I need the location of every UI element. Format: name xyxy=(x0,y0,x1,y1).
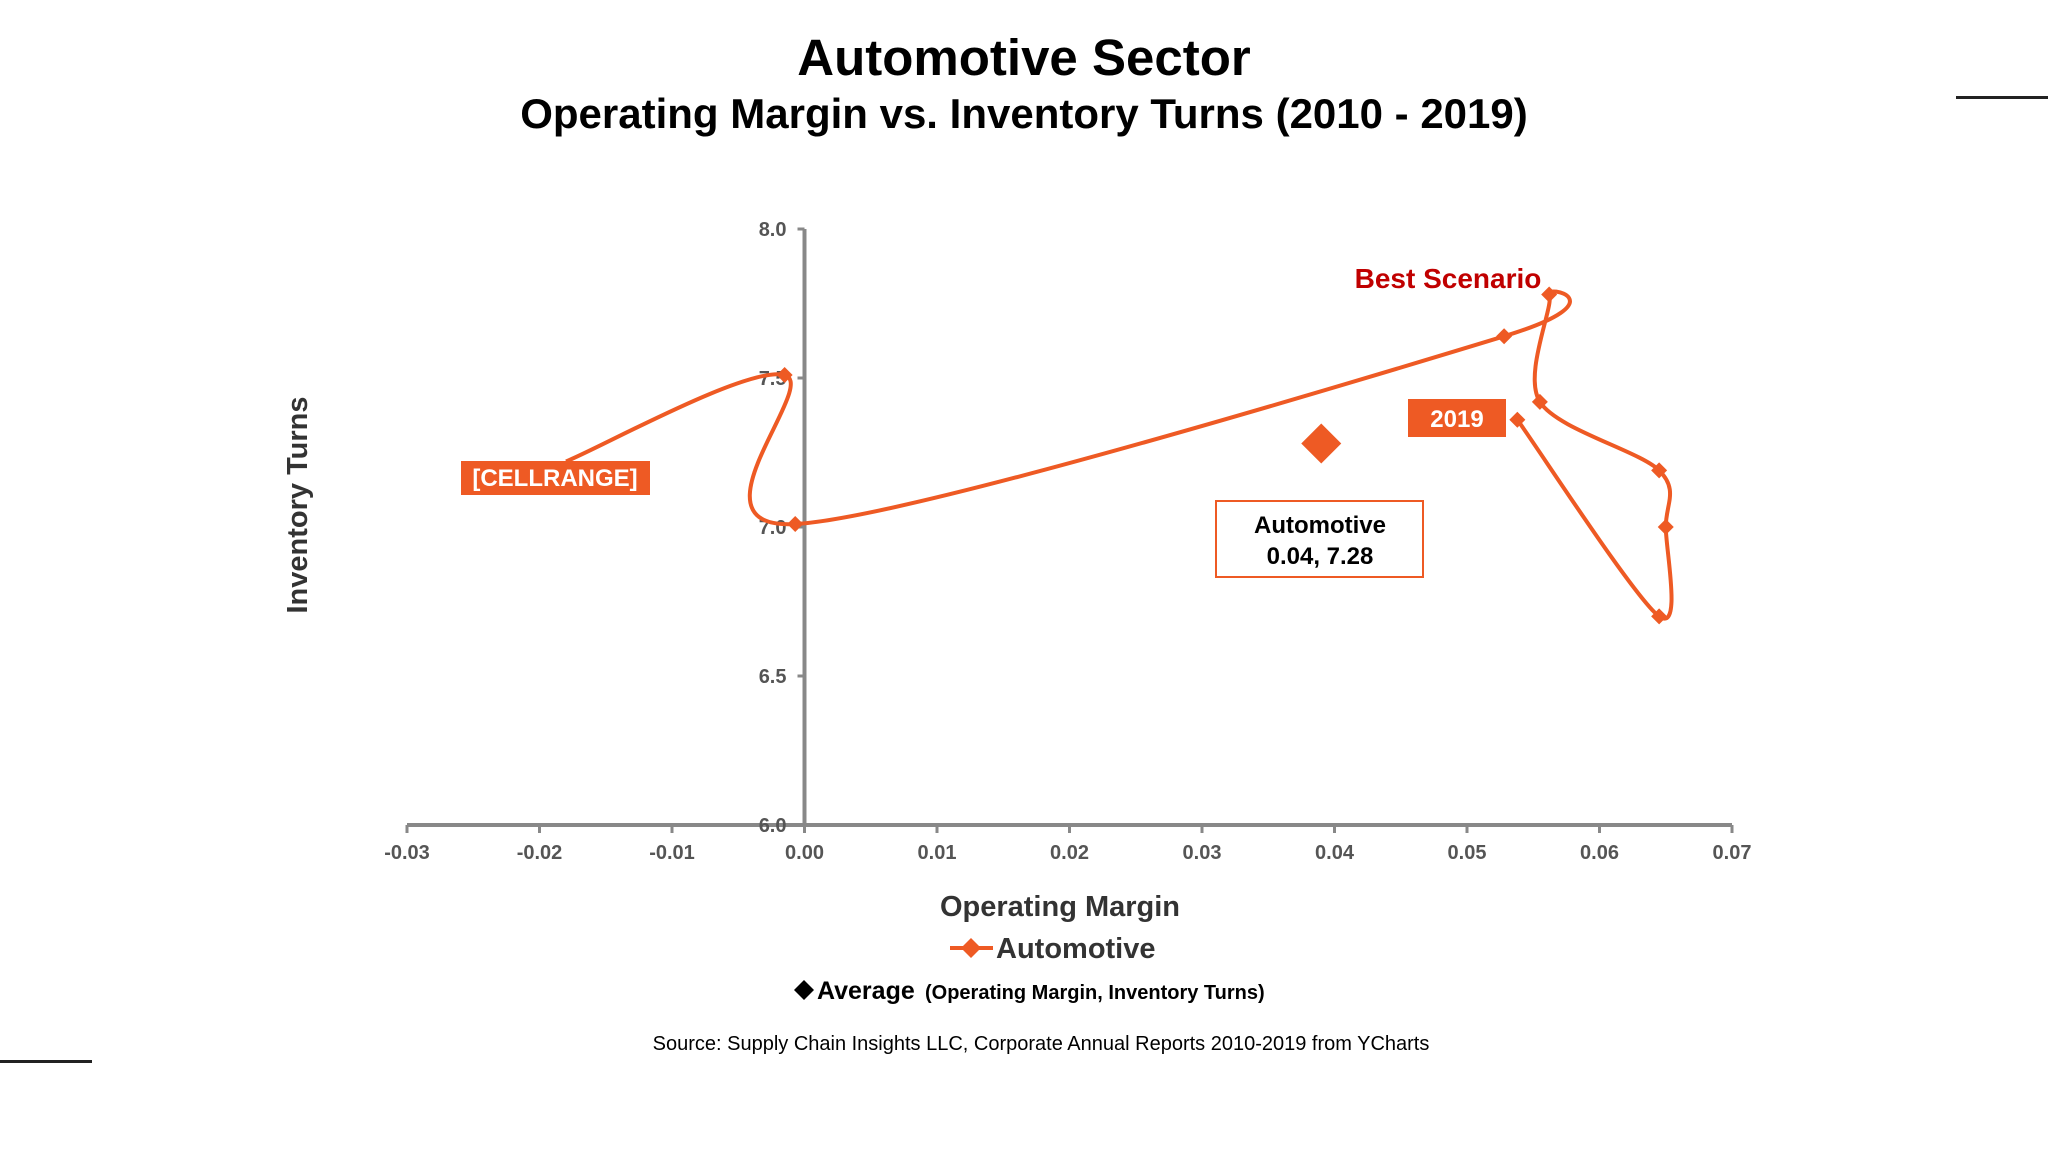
end-label: 2019 xyxy=(1430,406,1483,433)
average-callout-title: Automotive xyxy=(1254,512,1386,539)
data-point-marker xyxy=(1657,519,1674,535)
end-label-box xyxy=(1408,399,1506,437)
legend-average-marker xyxy=(794,980,814,1000)
top-right-rule xyxy=(1956,96,2048,99)
x-tick-label: 0.00 xyxy=(785,842,824,864)
x-axis-title: Operating Margin xyxy=(940,891,1180,923)
data-point-marker xyxy=(1541,286,1558,303)
legend-series-marker xyxy=(961,938,981,958)
y-tick-label: 6.0 xyxy=(759,815,787,837)
bottom-left-rule xyxy=(0,1060,92,1063)
chart-subtitle: Operating Margin vs. Inventory Turns (20… xyxy=(520,90,1528,137)
y-tick-label: 6.5 xyxy=(759,666,787,688)
x-tick-label: -0.01 xyxy=(649,842,695,864)
x-tick-label: -0.02 xyxy=(517,842,563,864)
data-point-marker xyxy=(1531,393,1548,410)
average-marker xyxy=(1301,423,1342,464)
x-tick-label: 0.02 xyxy=(1050,842,1089,864)
x-tick-label: 0.03 xyxy=(1183,842,1222,864)
y-tick-label: 8.0 xyxy=(759,219,787,241)
chart-title: Automotive Sector xyxy=(797,29,1251,86)
average-callout-value: 0.04, 7.28 xyxy=(1267,543,1374,570)
data-point-marker xyxy=(1496,328,1513,345)
legend-series-label: Automotive xyxy=(996,933,1156,965)
average-callout-box xyxy=(1215,500,1424,578)
legend-average-note: (Operating Margin, Inventory Turns) xyxy=(925,982,1265,1004)
start-label-box xyxy=(461,461,650,495)
data-point-marker xyxy=(776,367,793,384)
y-axis-title: Inventory Turns xyxy=(282,397,314,614)
x-tick-label: 0.01 xyxy=(918,842,957,864)
x-tick-label: 0.05 xyxy=(1448,842,1487,864)
series-line-automotive xyxy=(565,289,1674,621)
data-point-marker xyxy=(1509,411,1526,428)
best-scenario-label: Best Scenario xyxy=(1355,263,1542,294)
x-tick-label: -0.03 xyxy=(384,842,430,864)
source-note: Source: Supply Chain Insights LLC, Corpo… xyxy=(652,1033,1430,1055)
legend-average-label: Average xyxy=(817,977,915,1005)
x-tick-label: 0.07 xyxy=(1713,842,1752,864)
data-point-marker xyxy=(1651,608,1668,625)
start-label: [CELLRANGE] xyxy=(472,465,637,492)
data-point-marker xyxy=(1651,462,1668,479)
x-tick-label: 0.04 xyxy=(1315,842,1355,864)
x-tick-label: 0.06 xyxy=(1580,842,1619,864)
data-point-marker xyxy=(787,516,804,533)
